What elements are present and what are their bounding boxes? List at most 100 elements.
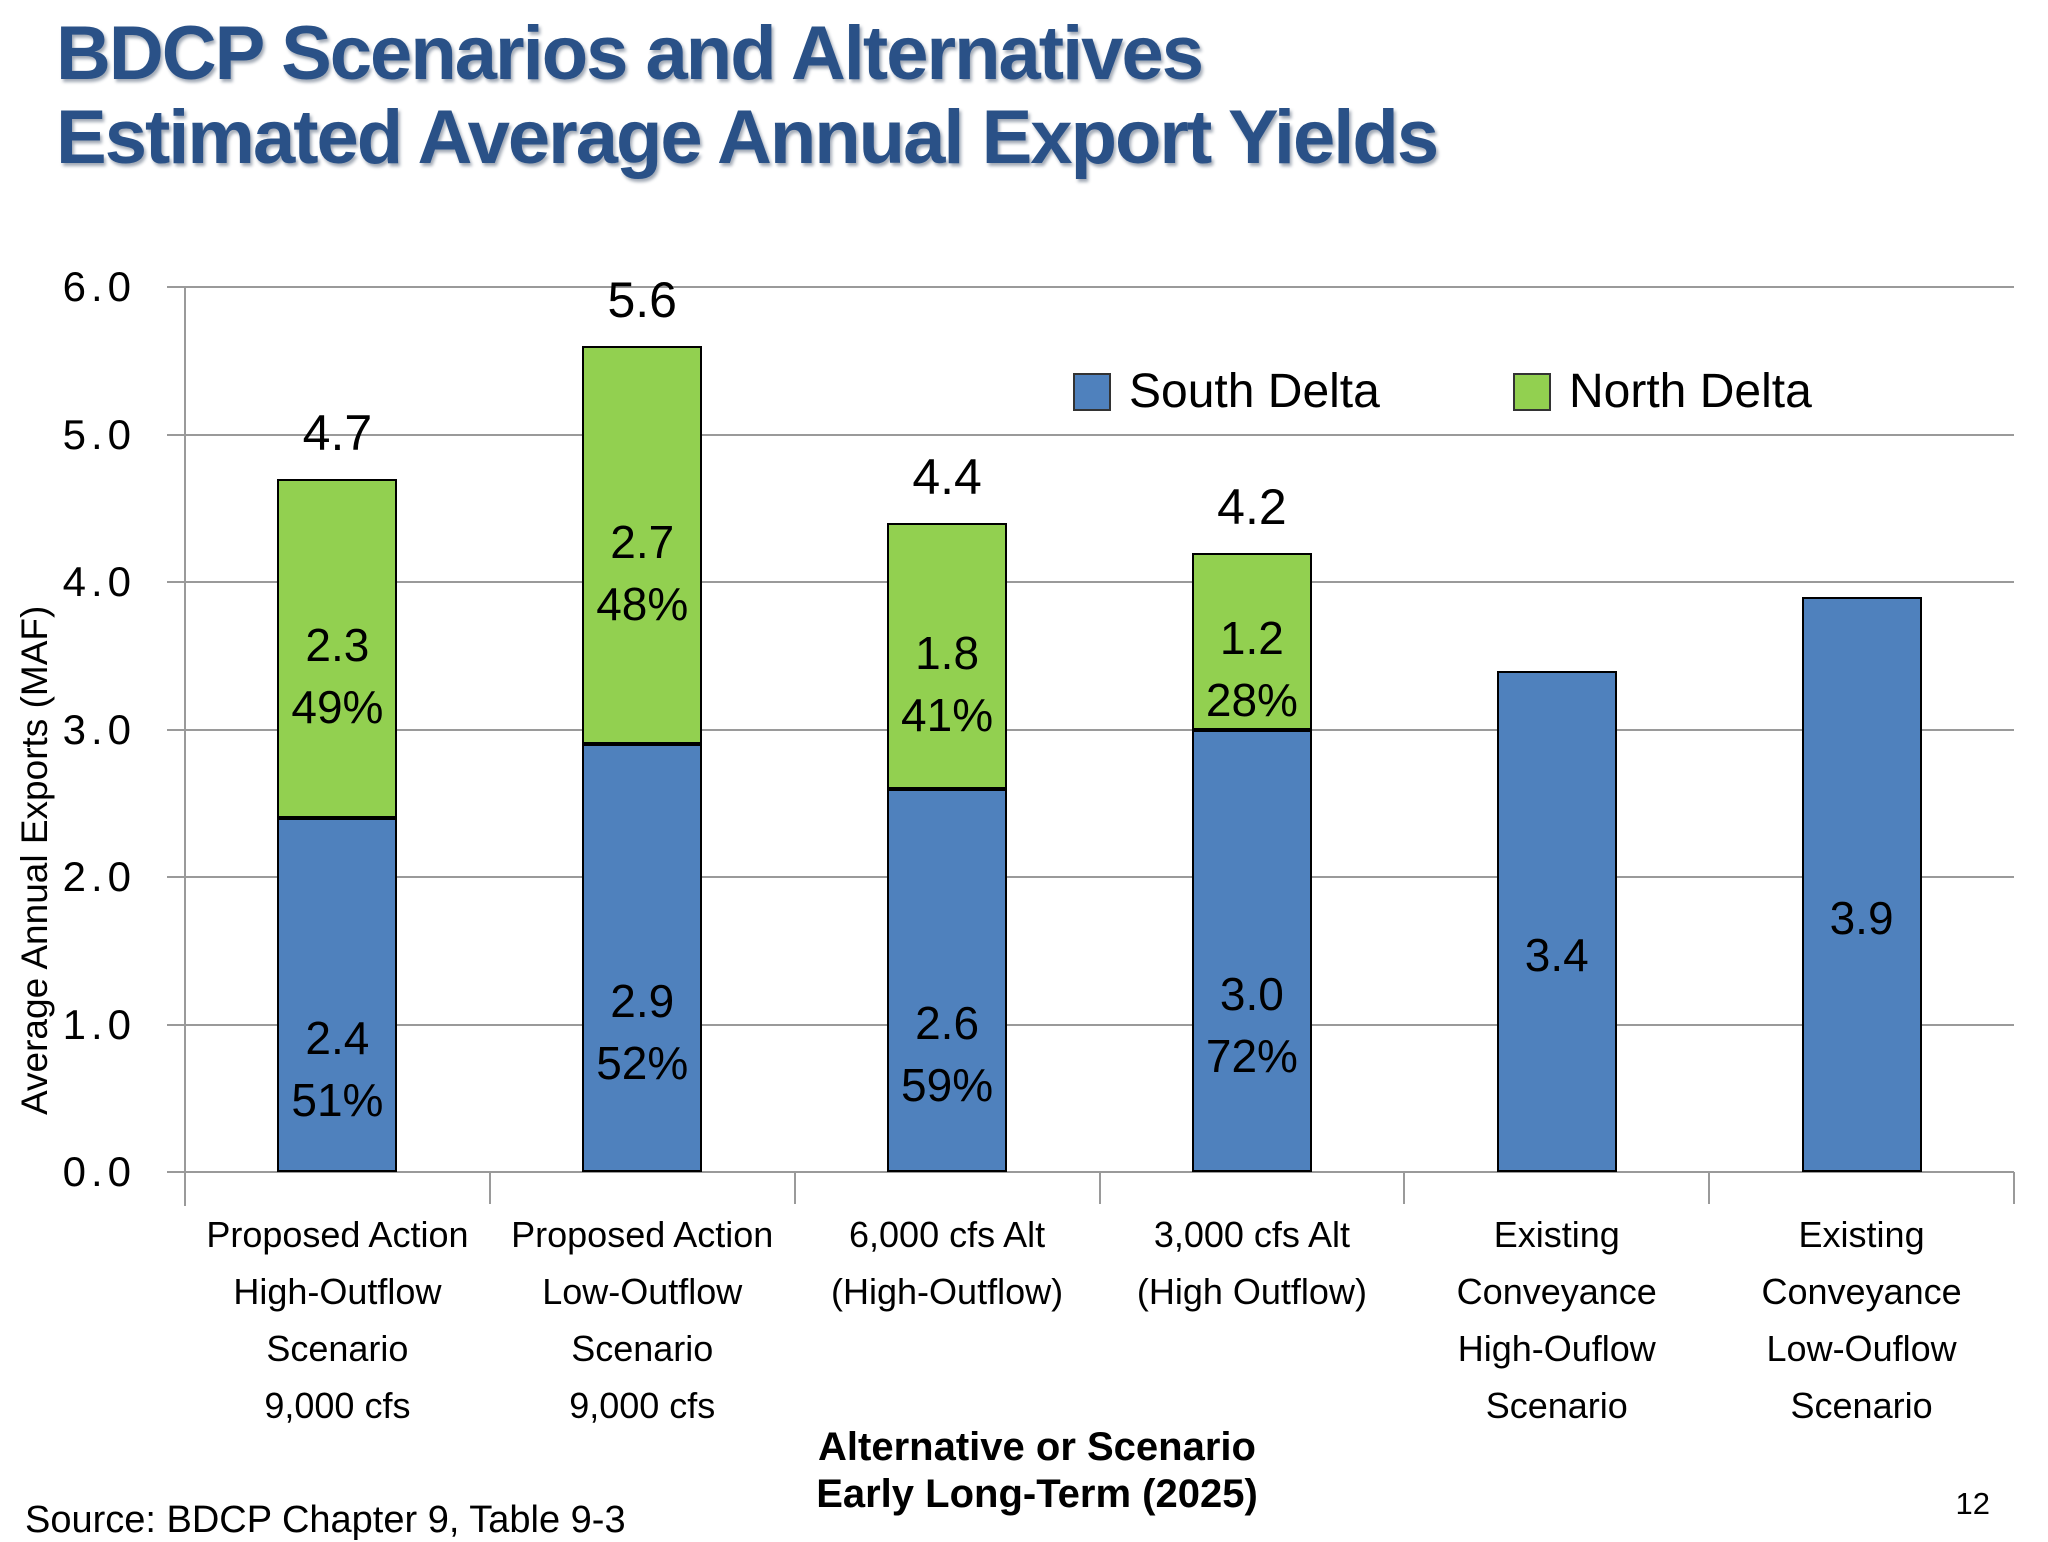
bar-total-label: 4.7 — [302, 404, 373, 461]
x-axis-tick — [2013, 1172, 2015, 1204]
bar-segment-north-delta — [887, 523, 1008, 789]
category-label-line: (High Outflow) — [1136, 1271, 1367, 1312]
y-axis-tick — [167, 433, 185, 436]
bar-segment-label: 1.8 41% — [847, 622, 1047, 746]
bar-segment-north-delta — [277, 478, 398, 818]
legend-item-south-delta: South Delta — [1073, 365, 1380, 418]
legend-swatch-north-delta — [1513, 373, 1551, 411]
bar-segment-label: 2.7 48% — [542, 511, 742, 635]
gridline — [185, 876, 2014, 878]
legend-swatch-south-delta — [1073, 373, 1111, 411]
y-axis-tick — [167, 286, 185, 288]
x-axis-tick — [793, 1172, 796, 1204]
segment-value-label: 2.4 — [305, 1012, 370, 1064]
y-axis-tick — [167, 1023, 185, 1026]
category-label-line: Existing — [1798, 1214, 1925, 1255]
segment-percent-label: 59% — [901, 1059, 994, 1112]
y-tick-label: 0.0 — [62, 1148, 136, 1195]
category-label-line: Scenario — [1790, 1385, 1933, 1426]
category-label: Existing Conveyance High-Ouflow Scenario — [1384, 1206, 1729, 1434]
x-axis-tick — [1098, 1172, 1101, 1204]
segment-value-label: 2.7 — [610, 516, 675, 569]
y-axis-tick — [167, 581, 185, 583]
bar-segment-label: 3.4 — [1457, 924, 1657, 986]
y-tick-label: 5.0 — [62, 410, 136, 458]
gridline — [185, 1023, 2014, 1026]
category-label-line: 3,000 cfs Alt — [1153, 1214, 1350, 1255]
bar-total-label: 4.4 — [912, 449, 982, 505]
category-label: 3,000 cfs Alt (High Outflow) — [1080, 1206, 1425, 1320]
gridline — [185, 433, 2014, 436]
category-label-line: Low-Outflow — [542, 1271, 743, 1312]
segment-value-label: 2.3 — [305, 619, 370, 672]
segment-percent-label: 52% — [596, 1037, 689, 1090]
segment-value-label: 2.6 — [915, 997, 980, 1050]
category-label-line: 9,000 cfs — [569, 1385, 716, 1426]
category-label-line: Existing — [1493, 1214, 1620, 1255]
bar-segment-label: 2.9 52% — [542, 970, 742, 1094]
bar-segment-label: 2.3 49% — [237, 614, 437, 738]
x-axis-title-line-2: Early Long-Term (2025) — [816, 1472, 1258, 1516]
segment-value-label: 1.2 — [1219, 612, 1284, 664]
y-axis-tick — [167, 1171, 185, 1173]
bar-total-label: 5.6 — [607, 272, 677, 328]
category-label: Proposed Action Low-Outflow Scenario 9,000 … — [470, 1206, 815, 1434]
segment-percent-label: 41% — [901, 688, 994, 741]
legend-label-south-delta: South Delta — [1129, 365, 1380, 418]
y-tick-label: 4.0 — [62, 558, 136, 605]
x-axis-tick — [488, 1172, 491, 1204]
category-label-line: Scenario — [571, 1328, 714, 1369]
category-label: Proposed Action High-Outflow Scenario 9,000… — [165, 1206, 510, 1434]
segment-value-label: 1.8 — [915, 626, 980, 679]
segment-value-label: 3.9 — [1829, 892, 1894, 945]
segment-value-label: 3.0 — [1219, 967, 1284, 1020]
x-axis-tick — [184, 1172, 186, 1204]
category-label-line: Proposed Action — [511, 1214, 774, 1255]
x-axis-tick — [1403, 1172, 1406, 1204]
bar-segment-north-delta — [1191, 552, 1312, 730]
gridline — [185, 286, 2014, 288]
legend-label-north-delta: North Delta — [1569, 365, 1812, 418]
gridline — [185, 728, 2014, 731]
segment-percent-label: 28% — [1205, 674, 1298, 726]
segment-percent-label: 51% — [291, 1074, 384, 1126]
bar-segment-label: 3.0 72% — [1152, 963, 1352, 1087]
y-axis-tick — [167, 728, 185, 731]
bar-segment-label: 2.4 51% — [237, 1007, 437, 1131]
source-text: Source: BDCP Chapter 9, Table 9-3 — [25, 1499, 626, 1541]
segment-value-label: 2.9 — [610, 975, 675, 1028]
gridline — [185, 581, 2014, 583]
bar-segment-south-delta — [1191, 729, 1312, 1172]
bar-segment-south-delta — [1801, 596, 1922, 1172]
slide-title: BDCP Scenarios and Alternatives Estimate… — [56, 12, 1439, 180]
category-label: Existing Conveyance Low-Ouflow Scenario — [1689, 1206, 2034, 1434]
category-label-line: Scenario — [1485, 1385, 1628, 1426]
segment-percent-label: 72% — [1205, 1029, 1298, 1082]
y-tick-label: 3.0 — [62, 705, 136, 753]
y-tick-label: 1.0 — [62, 1000, 136, 1048]
category-label-line: Conveyance — [1761, 1271, 1962, 1312]
category-label: 6,000 cfs Alt (High-Outflow) — [775, 1206, 1120, 1320]
x-axis-title-line-1: Alternative or Scenario — [818, 1425, 1256, 1469]
category-label-line: High-Ouflow — [1457, 1328, 1656, 1369]
segment-percent-label: 48% — [596, 578, 689, 631]
bar-segment-label: 2.6 59% — [847, 992, 1047, 1116]
y-tick-label: 2.0 — [62, 853, 136, 900]
bar-segment-south-delta — [582, 744, 703, 1172]
y-axis-line — [184, 287, 186, 1206]
category-label-line: High-Outflow — [233, 1271, 442, 1312]
legend-item-north-delta: North Delta — [1513, 365, 1812, 418]
category-label-line: Proposed Action — [206, 1214, 469, 1255]
bar-segment-label: 3.9 — [1762, 887, 1962, 949]
x-axis-tick — [1708, 1172, 1711, 1204]
category-label-line: 9,000 cfs — [264, 1385, 411, 1426]
bar-total-label: 4.2 — [1217, 478, 1287, 535]
bar-segment-south-delta — [887, 788, 1008, 1172]
segment-percent-label: 49% — [291, 681, 384, 734]
category-label-line: Low-Ouflow — [1766, 1328, 1957, 1369]
y-axis-tick — [167, 876, 185, 878]
slide-title-line-2: Estimated Average Annual Export Yields — [56, 95, 1439, 180]
bar-segment-label: 1.2 28% — [1152, 607, 1352, 731]
bar-segment-south-delta — [1496, 670, 1617, 1172]
page-number: 12 — [1955, 1486, 1990, 1521]
